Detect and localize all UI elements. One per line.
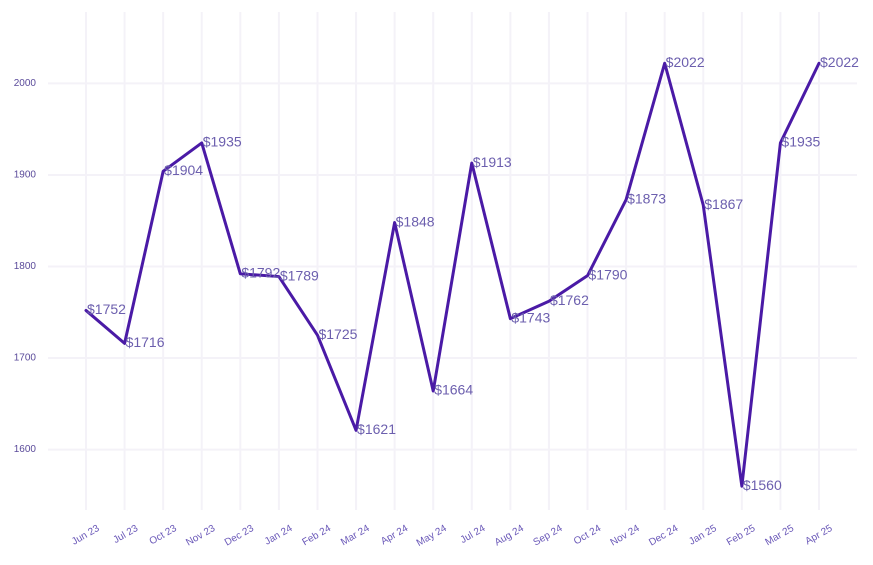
y-axis-ticks: 1600 1700 1800 1900 2000 — [14, 78, 37, 455]
x-tick-label: Dec 24 — [647, 523, 680, 549]
data-label: $2022 — [820, 54, 859, 70]
y-tick-label: 1900 — [14, 170, 37, 181]
x-tick-label: Sep 24 — [531, 523, 564, 549]
data-labels: $1752$1716$1904$1935$1792 $1789$1725$1621… — [87, 54, 859, 493]
series-line — [84, 61, 821, 488]
data-label: $1716 — [126, 334, 165, 350]
data-label: $1621 — [357, 421, 396, 437]
x-tick-label: Jul 24 — [459, 523, 488, 546]
data-label: $2022 — [666, 54, 705, 70]
data-label: $1904 — [164, 162, 203, 178]
data-label: $1848 — [396, 213, 435, 229]
data-label: $1725 — [318, 326, 357, 342]
x-tick-label: Oct 23 — [148, 523, 179, 547]
data-label: $1935 — [781, 134, 820, 150]
x-tick-label: Jun 23 — [70, 523, 102, 548]
data-label: $1935 — [203, 134, 242, 150]
x-tick-label: Feb 24 — [301, 523, 334, 548]
x-tick-label: Jan 25 — [687, 523, 719, 548]
data-label: $1743 — [511, 309, 550, 325]
x-tick-label: Nov 24 — [609, 523, 642, 549]
series — [84, 61, 821, 488]
data-label: $1792 — [241, 265, 280, 281]
y-tick-label: 1600 — [14, 444, 37, 455]
x-tick-label: Mar 24 — [339, 523, 372, 548]
x-axis-ticks: Jun 23 Jul 23 Oct 23 Nov 23 Dec 23 Jan 24 Feb … — [70, 523, 835, 549]
data-label: $1789 — [280, 267, 319, 283]
grid — [48, 12, 857, 510]
x-tick-label: Dec 23 — [223, 523, 256, 549]
x-tick-label: Apr 25 — [803, 523, 834, 547]
data-label: $1664 — [434, 382, 473, 398]
y-tick-label: 2000 — [14, 78, 37, 89]
data-label: $1913 — [473, 154, 512, 170]
x-tick-label: Nov 23 — [184, 523, 217, 549]
x-tick-label: Feb 25 — [725, 523, 758, 548]
data-label: $1762 — [550, 292, 589, 308]
x-tick-label: Mar 25 — [763, 523, 796, 548]
x-tick-label: Aug 24 — [493, 523, 526, 549]
x-tick-label: Apr 24 — [379, 523, 410, 547]
data-label: $1873 — [627, 190, 666, 206]
x-tick-label: Jul 23 — [111, 523, 140, 546]
x-tick-label: May 24 — [415, 523, 449, 549]
data-label: $1790 — [589, 266, 628, 282]
y-tick-label: 1800 — [14, 261, 37, 272]
x-tick-label: Oct 24 — [572, 523, 603, 547]
x-tick-label: Jan 24 — [263, 523, 295, 548]
y-tick-label: 1700 — [14, 353, 37, 364]
data-label: $1867 — [704, 196, 743, 212]
data-label: $1752 — [87, 301, 126, 317]
data-label: $1560 — [743, 477, 782, 493]
